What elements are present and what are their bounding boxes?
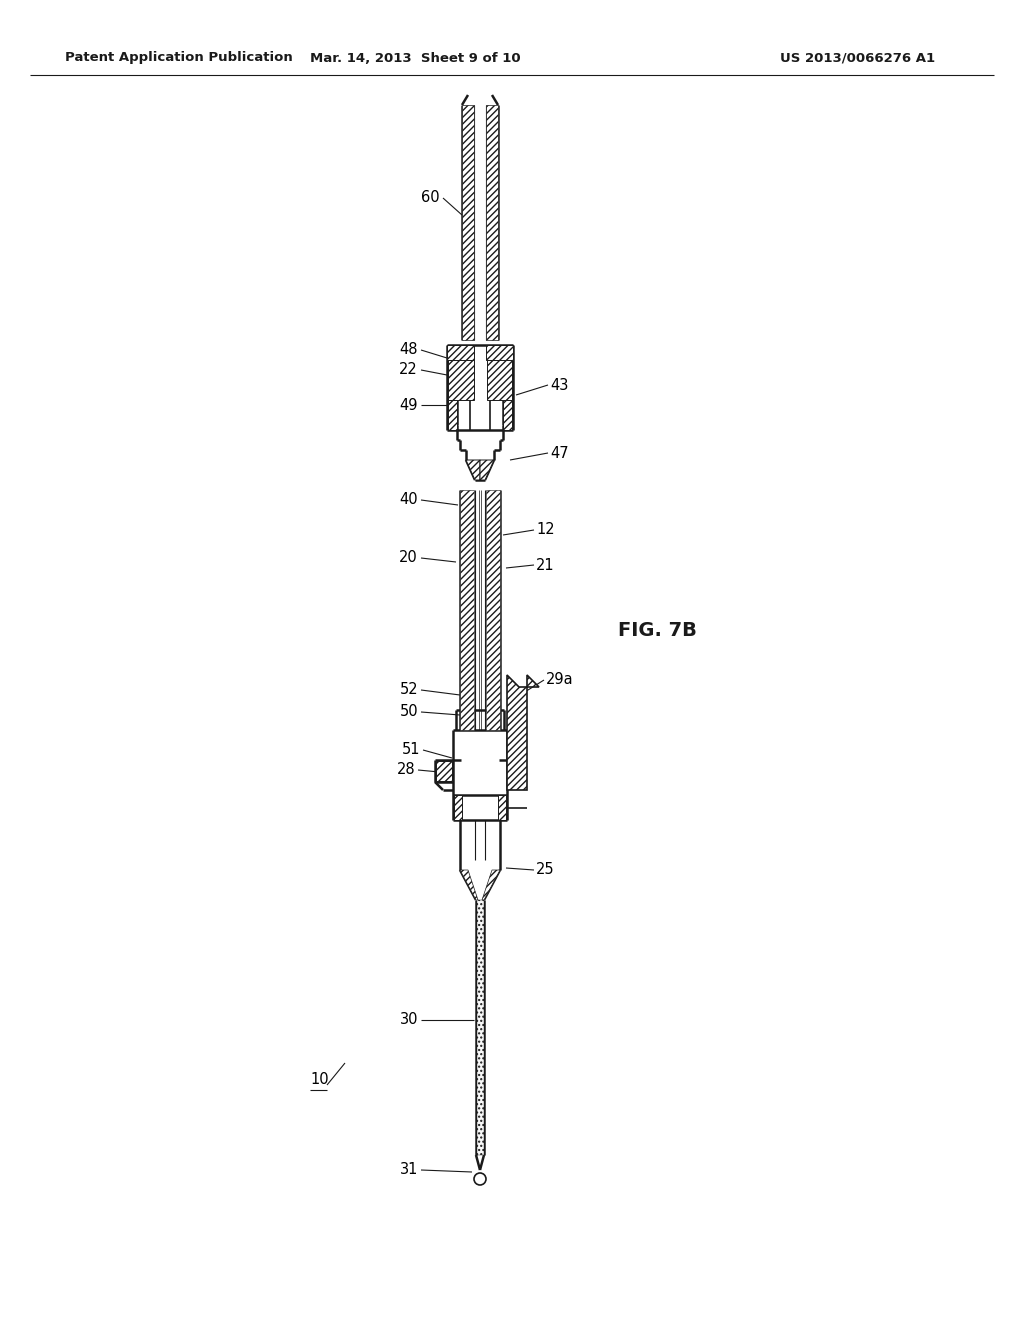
Bar xyxy=(462,106,474,341)
Bar xyxy=(487,360,512,400)
Text: FIG. 7B: FIG. 7B xyxy=(618,620,697,639)
Polygon shape xyxy=(466,459,480,480)
Bar xyxy=(449,360,474,400)
Text: 10: 10 xyxy=(310,1072,329,1088)
Text: 49: 49 xyxy=(399,397,418,412)
Text: 48: 48 xyxy=(399,342,418,358)
Bar xyxy=(486,345,513,360)
Bar xyxy=(486,490,500,730)
Text: 25: 25 xyxy=(536,862,555,878)
Bar xyxy=(436,762,452,781)
Text: 60: 60 xyxy=(421,190,440,206)
Text: 31: 31 xyxy=(399,1163,418,1177)
Text: 52: 52 xyxy=(399,682,418,697)
Text: Patent Application Publication: Patent Application Publication xyxy=(65,51,293,65)
Bar xyxy=(454,795,462,820)
Polygon shape xyxy=(507,675,539,789)
Bar xyxy=(503,400,512,430)
Bar xyxy=(460,490,474,730)
Polygon shape xyxy=(460,870,478,900)
Text: 29a: 29a xyxy=(546,672,573,688)
Bar xyxy=(486,106,498,341)
Bar xyxy=(449,400,457,430)
Text: 12: 12 xyxy=(536,523,555,537)
Text: US 2013/0066276 A1: US 2013/0066276 A1 xyxy=(780,51,935,65)
Polygon shape xyxy=(480,459,494,480)
Text: 40: 40 xyxy=(399,492,418,507)
Text: 22: 22 xyxy=(399,363,418,378)
Text: 20: 20 xyxy=(399,550,418,565)
Text: 47: 47 xyxy=(550,446,568,461)
Bar xyxy=(447,345,474,360)
Polygon shape xyxy=(482,870,500,900)
Text: 21: 21 xyxy=(536,557,555,573)
Text: 43: 43 xyxy=(550,378,568,392)
Text: 30: 30 xyxy=(399,1012,418,1027)
Bar xyxy=(476,900,483,1155)
Text: Mar. 14, 2013  Sheet 9 of 10: Mar. 14, 2013 Sheet 9 of 10 xyxy=(309,51,520,65)
Bar xyxy=(498,795,506,820)
Text: 50: 50 xyxy=(399,705,418,719)
Text: 51: 51 xyxy=(401,742,420,758)
Text: 28: 28 xyxy=(396,763,415,777)
